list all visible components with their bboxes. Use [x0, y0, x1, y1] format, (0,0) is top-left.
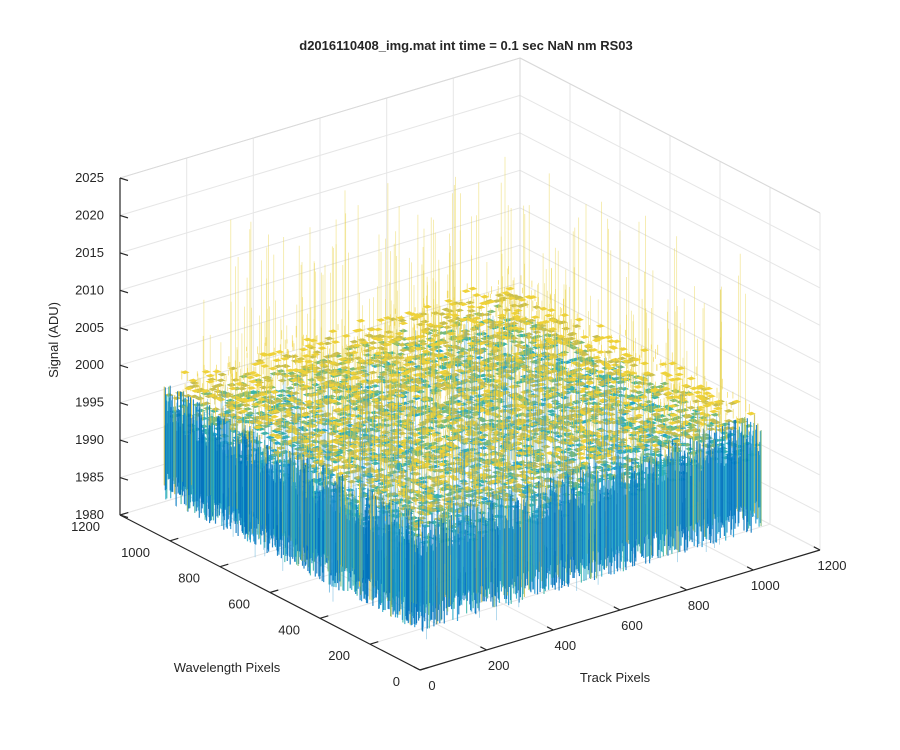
surface-cell — [532, 330, 542, 334]
surface-cell — [274, 350, 285, 354]
surface-cell — [706, 394, 716, 398]
surface-cell — [482, 312, 492, 317]
surface-cell — [438, 321, 449, 326]
surface-cell — [277, 431, 287, 436]
surface-cell — [356, 318, 366, 323]
surface-cell — [441, 373, 451, 377]
surface-cell — [461, 289, 471, 293]
surface-cell — [480, 294, 490, 299]
surface-cell — [418, 374, 429, 379]
surface-cell — [454, 368, 464, 373]
surface-cell — [368, 341, 378, 345]
surface-cell — [559, 313, 570, 317]
surface-cell — [397, 318, 407, 323]
z-grid-right — [519, 94, 821, 251]
surface-cell — [633, 385, 643, 389]
surface-cell — [244, 415, 254, 420]
surface-cell — [373, 327, 383, 332]
surface-cell — [313, 372, 323, 377]
z-grid-right — [519, 282, 821, 439]
z-grid-right — [519, 244, 821, 401]
z-grid-back — [119, 169, 521, 291]
surface-cell — [476, 305, 486, 310]
surface-cell — [486, 299, 496, 304]
surface-cell — [398, 321, 409, 326]
surface-cell — [183, 394, 193, 398]
surface-cell — [288, 374, 298, 378]
surface-cell — [208, 387, 218, 392]
surface-cell — [458, 302, 468, 307]
surface-cell — [233, 406, 243, 411]
surface-plot — [163, 156, 762, 640]
surface-cell — [301, 384, 311, 389]
surface-cell — [245, 411, 255, 416]
surface-cell — [290, 391, 301, 395]
surface-cell — [562, 360, 572, 365]
surface-cell — [188, 378, 198, 383]
surface-cell — [269, 414, 279, 419]
surface-cell — [591, 355, 602, 360]
box-edge — [519, 57, 821, 214]
surface-cell — [437, 364, 447, 369]
surface-cell — [200, 389, 210, 393]
z-grid-right — [519, 207, 821, 364]
surface-cell — [569, 345, 579, 350]
surface-cell — [510, 311, 520, 316]
surface-cell — [286, 371, 297, 376]
surface-cell — [595, 324, 606, 328]
surface-cell — [180, 370, 190, 375]
surface-cell — [238, 409, 249, 413]
surface-cell — [326, 394, 337, 399]
surface-cell — [516, 340, 526, 345]
surface-cell — [482, 468, 492, 472]
z-grid-back — [119, 132, 521, 254]
surface-cell — [348, 371, 358, 375]
surface-cell — [285, 386, 295, 390]
surface-cell — [442, 325, 453, 330]
surface-cell — [215, 383, 225, 387]
surface-cell — [400, 401, 410, 406]
z-grid-right — [519, 169, 821, 326]
surface-cell — [226, 383, 237, 387]
surface-cell — [723, 409, 734, 413]
surface-cell — [651, 447, 662, 452]
z-grid-back — [119, 207, 521, 329]
surface-cell — [368, 370, 378, 375]
surface-cell — [516, 327, 526, 331]
z-grid-back — [119, 94, 521, 216]
surface-cell — [579, 335, 590, 339]
surface-cell — [444, 299, 454, 303]
surface-cell — [373, 363, 383, 368]
box-edge — [119, 57, 521, 179]
surface-cell — [566, 336, 576, 341]
surface-cell — [324, 336, 334, 341]
surface-cell — [458, 334, 468, 338]
surface-cell — [302, 403, 313, 407]
surface-cell — [442, 344, 453, 348]
surface-cell — [272, 358, 282, 363]
z-grid-right — [519, 132, 821, 289]
surface-cell — [396, 316, 406, 320]
surface-cell — [465, 300, 475, 305]
surface-cell — [290, 399, 301, 404]
surface-cell — [574, 317, 584, 322]
surface-cell — [425, 322, 435, 327]
surface-cell — [368, 394, 378, 398]
surface-cell — [398, 329, 409, 333]
surface-cell — [272, 397, 282, 401]
surface-cell — [285, 404, 295, 408]
surface-cell — [468, 286, 478, 291]
surface-cell — [595, 350, 606, 354]
surface-cell — [437, 370, 447, 375]
surface-cell — [333, 407, 343, 412]
surface-cell — [269, 390, 279, 394]
surface-cell — [715, 428, 726, 432]
surface-cell — [195, 396, 205, 401]
surface-cell — [522, 321, 532, 326]
surface-cell — [300, 413, 310, 417]
surface-cell — [317, 346, 327, 350]
surface-cell — [280, 356, 290, 361]
surface-cell — [246, 386, 257, 390]
